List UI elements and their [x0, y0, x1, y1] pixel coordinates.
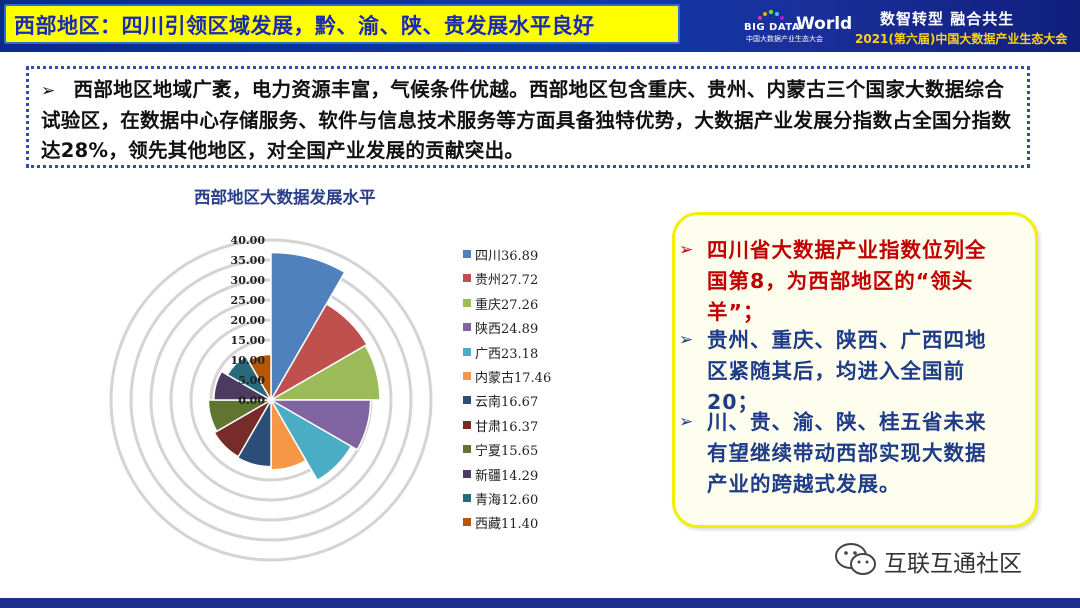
legend-swatch [463, 469, 471, 478]
conference-name: 2021(第六届)中国大数据产业生态大会 [855, 32, 1068, 46]
header-bar: 西部地区：四川引领区域发展，黔、渝、陕、贵发展水平良好 BIG DATA Wor… [0, 0, 1080, 52]
legend-label: 四川36.89 [475, 249, 539, 264]
radial-tick-label: 10.00 [231, 354, 266, 367]
callout-box: ➢ 四川省大数据产业指数位列全国第8，为西部地区的“领头羊”； ➢ 贵州、重庆、陕西、… [672, 212, 1038, 528]
wedge-重庆 [268, 344, 381, 401]
wedge-新疆 [213, 370, 274, 401]
bullet-arrow-icon: ➢ [679, 330, 695, 350]
legend-swatch [463, 494, 471, 502]
grid-ring [109, 238, 433, 562]
legend-item: 西藏11.40 [463, 513, 603, 533]
wedge-内蒙古 [270, 397, 307, 471]
radial-tick-label: 30.00 [231, 274, 266, 287]
callout-item: ➢ 川、贵、渝、陕、桂五省未来有望继续带动西部实现大数据产业的跨越式发展。 [679, 407, 989, 500]
legend-swatch [463, 298, 471, 307]
legend-swatch [463, 518, 471, 527]
callout-text: 四川省大数据产业指数位列全国第8，为西部地区的“领头羊”； [707, 238, 987, 324]
legend-label: 云南16.67 [475, 395, 539, 411]
legend-swatch [463, 420, 471, 429]
callout-text: 贵州、重庆、陕西、广西四地区紧随其后，均进入全国前20； [707, 328, 987, 414]
bullet-arrow-icon: ➢ [679, 412, 695, 432]
radial-tick-label: 5.00 [238, 374, 265, 387]
legend-item: 新疆14.29 [463, 465, 603, 484]
logo-world: World [796, 14, 853, 34]
legend-label: 宁夏15.65 [475, 444, 539, 460]
callout-item: ➢ 四川省大数据产业指数位列全国第8，为西部地区的“领头羊”； [679, 235, 989, 328]
legend-item: 青海12.60 [463, 489, 603, 508]
slogan: 数智转型 融合共生 [880, 10, 1015, 28]
legend-item: 广西23.18 [463, 343, 603, 362]
watermark-text: 互联互通社区 [884, 551, 1022, 577]
wedge-青海 [226, 355, 274, 403]
bullet-arrow-icon: ➢ [41, 81, 56, 101]
watermark: 互联互通社区 [834, 540, 1054, 580]
legend-label: 甘肃16.37 [475, 419, 539, 435]
wechat-icon [835, 543, 876, 575]
wedge-甘肃 [213, 397, 274, 458]
page-title: 西部地区：四川引领区域发展，黔、渝、陕、贵发展水平良好 [14, 14, 595, 38]
wedge-广西 [268, 397, 353, 482]
legend-label: 重庆27.26 [475, 297, 539, 313]
logo-dots-icon [758, 9, 784, 20]
legend-label: 青海12.60 [475, 493, 539, 508]
footer-bar [0, 598, 1080, 608]
wedge-四川 [270, 251, 346, 403]
legend-swatch [463, 372, 471, 380]
legend-item: 陕西24.89 [463, 318, 603, 338]
legend-item: 四川36.89 [463, 245, 603, 264]
bullet-arrow-icon: ➢ [679, 240, 695, 260]
legend-swatch [463, 323, 471, 332]
legend-label: 内蒙古17.46 [475, 371, 552, 386]
legend-label: 贵州27.72 [475, 273, 539, 289]
wedge-贵州 [268, 302, 369, 403]
radial-tick-label: 20.00 [231, 314, 266, 327]
legend-swatch [463, 445, 471, 454]
legend-item: 内蒙古17.46 [463, 367, 603, 386]
legend-label: 陕西24.89 [475, 322, 539, 338]
legend-item: 宁夏15.65 [463, 440, 603, 460]
legend-item: 云南16.67 [463, 391, 603, 411]
intro-text: 西部地区地域广袤，电力资源丰富，气候条件优越。西部地区包含重庆、贵州、内蒙古三个… [41, 78, 1012, 162]
legend-swatch [463, 347, 471, 356]
wedge-西藏 [247, 353, 272, 403]
legend-swatch [463, 250, 471, 258]
legend-label: 广西23.18 [475, 346, 539, 362]
chart-title: 西部地区大数据发展水平 [194, 188, 376, 207]
title-box: 西部地区：四川引领区域发展，黔、渝、陕、贵发展水平良好 [4, 4, 680, 44]
logo-subtitle: 中国大数据产业生态大会 [746, 35, 823, 43]
wedge-云南 [236, 397, 272, 468]
legend-item: 重庆27.26 [463, 294, 603, 313]
legend-label: 新疆14.29 [475, 468, 539, 484]
wedge-宁夏 [207, 399, 274, 433]
legend-swatch [463, 274, 471, 283]
radial-tick-label: 0.00 [238, 394, 265, 407]
callout-text: 川、贵、渝、陕、桂五省未来有望继续带动西部实现大数据产业的跨越式发展。 [707, 410, 987, 496]
logo-big-data: BIG DATA [744, 22, 801, 33]
legend-item: 甘肃16.37 [463, 416, 603, 435]
legend-label: 西藏11.40 [475, 517, 539, 533]
wedge-陕西 [268, 399, 372, 451]
radial-tick-label: 15.00 [231, 334, 266, 347]
radial-tick-label: 25.00 [231, 294, 266, 307]
radial-tick-label: 35.00 [231, 254, 266, 267]
callout-item: ➢ 贵州、重庆、陕西、广西四地区紧随其后，均进入全国前20； [679, 325, 989, 418]
legend-swatch [463, 396, 471, 405]
radial-tick-label: 40.00 [231, 234, 266, 247]
legend-item: 贵州27.72 [463, 269, 603, 289]
intro-box: ➢ 西部地区地域广袤，电力资源丰富，气候条件优越。西部地区包含重庆、贵州、内蒙古三… [26, 66, 1030, 168]
big-data-world-logo: BIG DATA World 中国大数据产业生态大会 [742, 8, 852, 44]
